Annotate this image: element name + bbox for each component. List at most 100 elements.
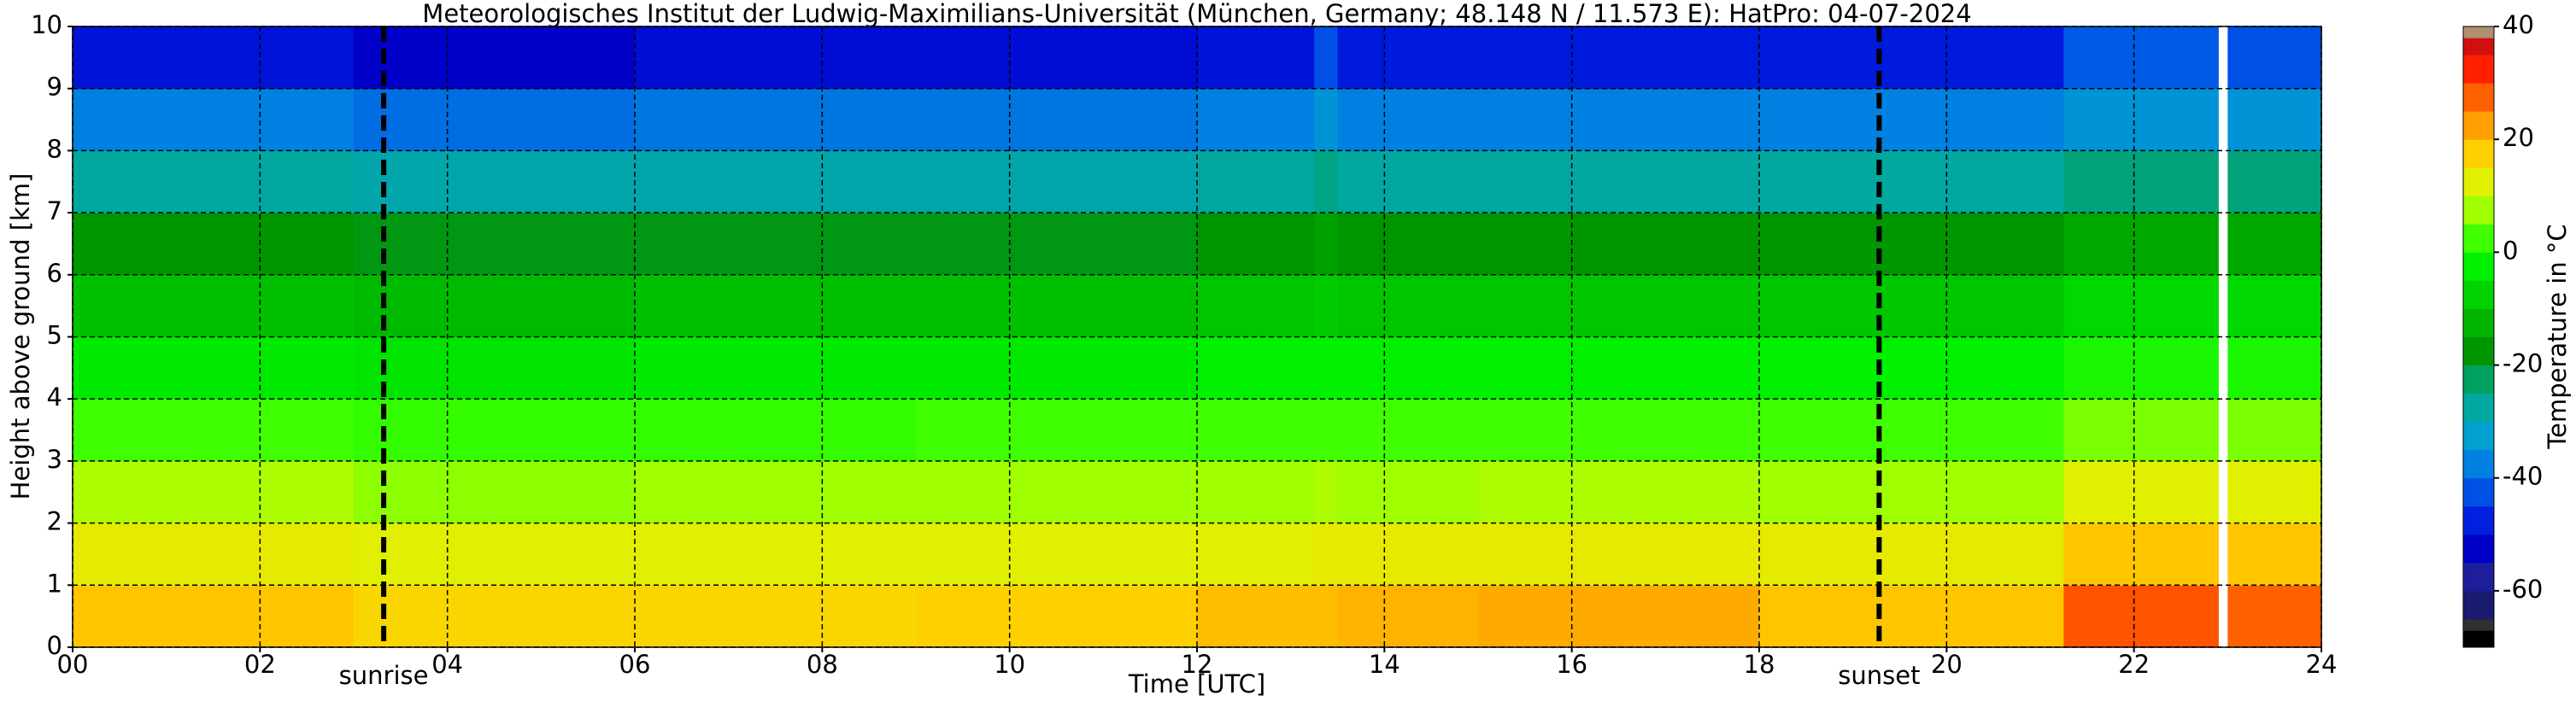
colorbar-segment [2463, 308, 2494, 337]
y-tick-label: 10 [31, 10, 62, 39]
colorbar-segment [2463, 111, 2494, 140]
heatmap-cell [1197, 88, 1315, 151]
y-tick-label: 3 [47, 445, 62, 474]
heatmap-cell [1197, 26, 1315, 90]
heatmap-cell [1478, 88, 1760, 151]
heatmap-cell [73, 88, 355, 151]
heatmap-cell [1759, 399, 2064, 462]
heatmap-cell [1478, 523, 1760, 586]
colorbar-segment [2463, 505, 2494, 535]
heatmap-cell [1478, 26, 1760, 90]
x-tick-label: 20 [1931, 650, 1963, 679]
heatmap-cell [2227, 88, 2322, 151]
heatmap-cell [2063, 460, 2219, 524]
x-tick-label: 16 [1556, 650, 1587, 679]
colorbar-segment [2463, 224, 2494, 253]
y-tick-label: 7 [47, 196, 62, 225]
heatmap-cell [1314, 523, 1338, 586]
colorbar-segment [2463, 26, 2494, 38]
annotation-label: sunrise [339, 661, 429, 690]
heatmap-cell [916, 460, 1198, 524]
colorbar-segment [2463, 336, 2494, 366]
heatmap-cell [1337, 88, 1479, 151]
heatmap-cell [916, 150, 1198, 213]
colorbar-frame [2462, 26, 2495, 648]
heatmap-cell [1337, 150, 1479, 213]
colorbar-segment [2463, 477, 2494, 507]
heatmap-cell [635, 399, 917, 462]
colorbar-segment [2463, 139, 2494, 168]
x-tick-label: 14 [1369, 650, 1400, 679]
y-tick-label: 0 [47, 631, 62, 660]
heatmap-cell [354, 150, 636, 213]
heatmap-cell [2227, 26, 2322, 90]
heatmap-cell [73, 585, 355, 648]
colorbar-segment [2463, 393, 2494, 423]
colorbar-segment [2463, 167, 2494, 196]
colorbar-segment [2463, 365, 2494, 394]
heatmap-cell [354, 460, 636, 524]
heatmap-cell [1337, 274, 1479, 337]
heatmap-cell [73, 399, 355, 462]
heatmap-cell [1759, 150, 2064, 213]
annotation-label: sunset [1838, 661, 1920, 690]
heatmap-cell [1759, 213, 2064, 276]
y-tick-label: 5 [47, 321, 62, 350]
heatmap-cell [635, 523, 917, 586]
heatmap-cell [1197, 213, 1315, 276]
heatmap-cell [1197, 150, 1315, 213]
colorbar-label: Temperature in °C [2543, 224, 2572, 449]
heatmap-cell [916, 336, 1198, 400]
y-tick-label: 2 [47, 507, 62, 536]
y-tick-label: 9 [47, 73, 62, 102]
heatmap-cell [73, 274, 355, 337]
heatmap-cell [635, 213, 917, 276]
heatmap-cell [2063, 274, 2219, 337]
heatmap-cell [354, 523, 636, 586]
heatmap-cell [73, 150, 355, 213]
heatmap-cell [1337, 460, 1479, 524]
heatmap-cell [1337, 336, 1479, 400]
colorbar-segment [2463, 252, 2494, 281]
heatmap-cell [2227, 336, 2322, 400]
y-tick-label: 8 [47, 134, 62, 163]
colorbar-segment [2463, 196, 2494, 225]
colorbar-tick-label: -60 [2503, 575, 2543, 604]
heatmap-cell [354, 399, 636, 462]
heatmap-cell [1314, 399, 1338, 462]
colorbar-segment [2463, 590, 2494, 620]
colorbar-tick-label: -40 [2503, 462, 2543, 491]
heatmap-cell [1314, 274, 1338, 337]
heatmap-cell [635, 150, 917, 213]
heatmap-cell [1478, 399, 1760, 462]
x-tick-label: 08 [807, 650, 838, 679]
x-axis-label: Time [UTC] [1128, 669, 1265, 698]
heatmap-cell [354, 88, 636, 151]
heatmap-cell [73, 336, 355, 400]
heatmap-cell [1759, 523, 2064, 586]
x-tick-label: 18 [1744, 650, 1775, 679]
heatmap-cell [73, 460, 355, 524]
colorbar-tick-label: 0 [2503, 236, 2518, 265]
y-tick-label: 6 [47, 259, 62, 288]
heatmap-cell [73, 26, 355, 90]
y-axis-label: Height above ground [km] [6, 173, 35, 500]
x-tick-label: 00 [57, 650, 89, 679]
heatmap-cell [354, 26, 636, 90]
heatmap-cell [635, 88, 917, 151]
heatmap-cell [1478, 274, 1760, 337]
heatmap-cell [635, 585, 917, 648]
colorbar-segment [2463, 562, 2494, 592]
x-tick-label: 04 [431, 650, 463, 679]
heatmap-cell [1759, 26, 2064, 90]
heatmap-cell [1337, 585, 1479, 648]
heatmap-cell [2227, 523, 2322, 586]
heatmap-cell [2227, 460, 2322, 524]
heatmap-cell [916, 523, 1198, 586]
heatmap-cell [1197, 585, 1315, 648]
colorbar-segment [2463, 534, 2494, 564]
heatmap-cell [1337, 523, 1479, 586]
x-tick-label: 24 [2306, 650, 2338, 679]
heatmap-cell [2063, 26, 2219, 90]
heatmap-cell [1314, 585, 1338, 648]
